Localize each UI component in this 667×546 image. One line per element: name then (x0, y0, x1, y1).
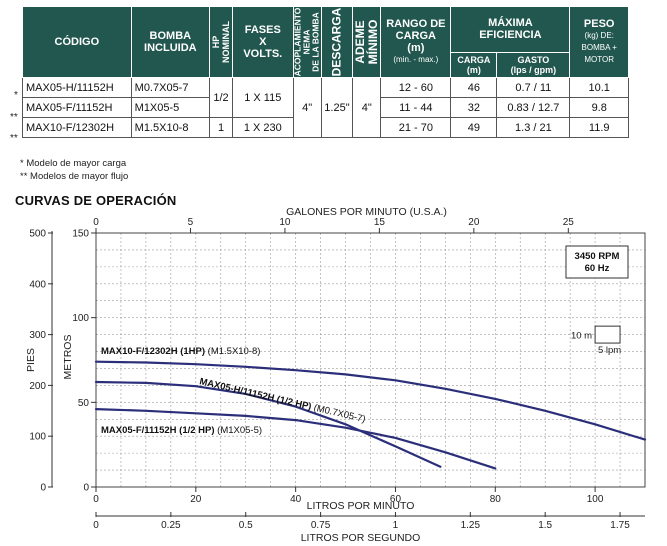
cell-carga: 49 (450, 117, 498, 138)
cell-hp: 1/2 (209, 77, 233, 118)
cell-ademe: 4" (352, 77, 382, 138)
curve-label: MAX05-H/11152H (1/2 HP) (M0.7X05-7) (198, 376, 366, 425)
cell-descarga: 1.25" (320, 77, 354, 138)
curve-label: MAX10-F/12302H (1HP) (M1.5X10-8) (101, 346, 260, 357)
curve-label: MAX05-F/11152H (1/2 HP) (M1X05-5) (101, 425, 262, 436)
lps-axis-label: LITROS POR SEGUNDO (301, 532, 421, 544)
feet-axis-tick-label: 0 (40, 483, 46, 494)
top-axis-tick-label: 10 (279, 217, 291, 228)
bottom-axis-label: LITROS POR MINUTO (307, 500, 415, 512)
section-title: CURVAS DE OPERACIÓN (15, 193, 177, 208)
top-axis-tick-label: 0 (93, 217, 99, 228)
lps-axis-tick-label: 1.75 (610, 520, 630, 531)
hz-label: 60 Hz (585, 263, 610, 274)
curve-max05-h (94, 380, 442, 468)
meter-axis-label: METROS (62, 335, 74, 380)
table-row: MAX10-F/12302H M1.5X10-8 1 1 X 230 21 - … (22, 117, 629, 138)
table-row: MAX05-H/11152H M0.7X05-7 1/2 1 X 115 4" … (22, 77, 629, 138)
scale-box (594, 325, 621, 344)
top-axis-tick-label: 15 (374, 217, 386, 228)
cell-bomba: M1X05-5 (130, 97, 211, 118)
lps-axis-tick-label: 0 (93, 520, 99, 531)
lps-axis-tick-label: 1.25 (461, 520, 481, 531)
header-ademe: ADEME MÍNIMO (352, 6, 382, 78)
cell-gasto: 1.3 / 21 (496, 117, 571, 138)
curve-max10-f (94, 360, 647, 441)
header-carga: CARGA (m) (450, 51, 498, 79)
row-marker: * (14, 90, 18, 101)
scale-width-label: 5 lpm (598, 345, 621, 356)
spec-table: CÓDIGO BOMBA INCLUIDA HP NOMINAL FASES X VOL… (22, 6, 629, 138)
curve-label-pump: (M1X05-5) (217, 425, 262, 436)
feet-axis-tick-label: 100 (29, 432, 46, 443)
header-maxima: MÁXIMA EFICIENCIA (450, 6, 571, 53)
feet-axis-label: PIES (25, 348, 37, 372)
rpm-label: 3450 RPM (575, 251, 620, 262)
bottom-axis-tick-label: 40 (290, 494, 302, 505)
row-marker: ** (10, 112, 18, 123)
lps-axis-tick-label: 1 (393, 520, 399, 531)
lps-axis-tick-label: 0.5 (239, 520, 253, 531)
cell-acoplamiento: 4" (292, 77, 322, 138)
curve-label-model: MAX05-H/11152H (1/2 HP) (198, 376, 315, 413)
scale-height-label: 10 m (571, 331, 592, 342)
header-gasto: GASTO (lps / gpm) (496, 51, 571, 79)
lps-axis-tick-label: 0.75 (311, 520, 331, 531)
meter-axis-tick-label: 50 (78, 398, 90, 409)
cell-bomba: M1.5X10-8 (130, 117, 211, 138)
curve-label-model: MAX05-F/11152H (1/2 HP) (101, 425, 217, 436)
cell-rango: 12 - 60 (380, 77, 452, 98)
cell-peso: 10.1 (569, 77, 629, 98)
curve-label-model: MAX10-F/12302H (1HP) (101, 346, 208, 357)
header-hp: HP NOMINAL (209, 6, 233, 78)
cell-codigo: MAX10-F/12302H (22, 117, 132, 138)
plot-frame (95, 232, 646, 488)
feet-axis-tick-label: 400 (29, 279, 46, 290)
rpm-box (565, 245, 629, 279)
feet-axis-tick-label: 200 (29, 381, 46, 392)
cell-hp: 1 (209, 117, 233, 138)
cell-fases: 1 X 115 (232, 77, 294, 118)
lps-axis-tick-label: 0.25 (161, 520, 181, 531)
header-peso: PESO (kg) DE: BOMBA + MOTOR (569, 6, 629, 78)
top-axis-tick-label: 25 (563, 217, 575, 228)
header-rango: RANGO DE CARGA (m) (min. - max.) (380, 6, 452, 78)
header-codigo: CÓDIGO (22, 6, 132, 78)
header-acoplamiento: ACOPLAMIENTO NEMA DE LA BOMBA (292, 6, 322, 78)
header-descarga: DESCARGA (320, 6, 354, 78)
lps-axis-tick-label: 1.5 (538, 520, 552, 531)
note-mayor-carga: * Modelo de mayor carga (20, 158, 127, 169)
bottom-axis-tick-label: 100 (587, 494, 604, 505)
top-axis-tick-label: 5 (188, 217, 194, 228)
cell-peso: 11.9 (569, 117, 629, 138)
meter-axis-tick-label: 0 (83, 483, 89, 494)
cell-rango: 21 - 70 (380, 117, 452, 138)
bottom-axis-tick-label: 0 (93, 494, 99, 505)
header-fases: FASES X VOLTS. (232, 6, 294, 78)
meter-axis-tick-label: 150 (72, 229, 89, 240)
header-bomba: BOMBA INCLUIDA (130, 6, 211, 78)
curve-label-pump: (M1.5X10-8) (208, 346, 261, 357)
top-axis-tick-label: 20 (468, 217, 480, 228)
bottom-axis-tick-label: 20 (190, 494, 202, 505)
feet-axis-tick-label: 300 (29, 330, 46, 341)
cell-fases: 1 X 230 (232, 117, 294, 138)
row-marker: ** (10, 133, 18, 144)
meter-axis-tick-label: 100 (72, 313, 89, 324)
note-mayor-flujo: ** Modelos de mayor flujo (20, 171, 129, 182)
curve-max05-f (94, 408, 497, 470)
top-axis-label: GALONES POR MINUTO (U.S.A.) (286, 206, 447, 218)
bottom-axis-tick-label: 60 (390, 494, 402, 505)
bottom-axis-tick-label: 80 (490, 494, 502, 505)
feet-axis-tick-label: 500 (29, 229, 46, 240)
